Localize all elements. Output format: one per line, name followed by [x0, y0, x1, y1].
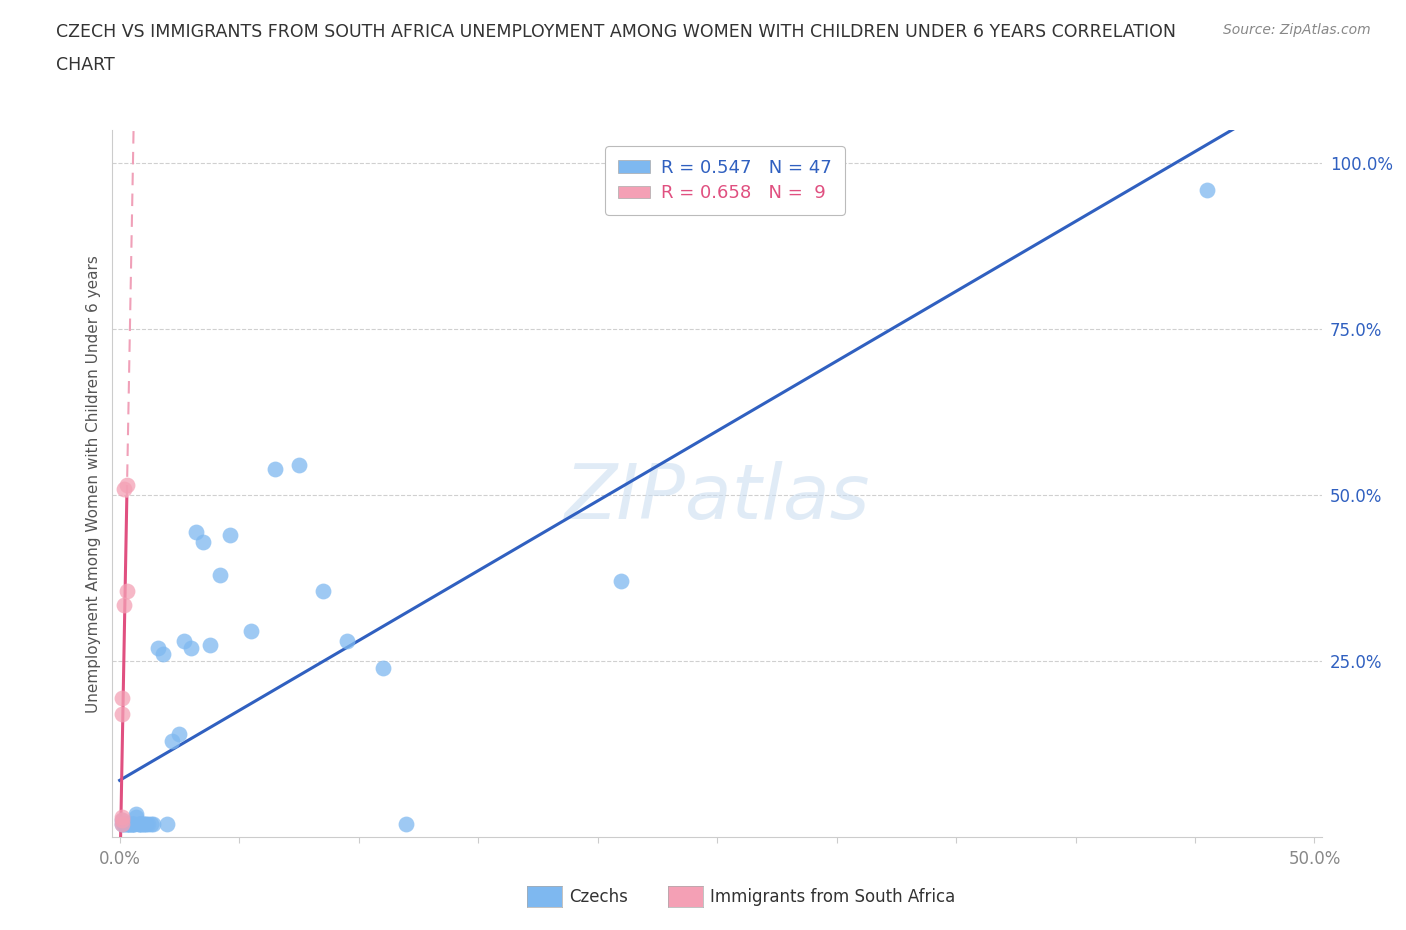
Point — [125, 810, 148, 825]
Point — [122, 817, 145, 831]
Point — [264, 461, 287, 476]
Point — [132, 817, 155, 831]
Point — [128, 817, 150, 831]
Point — [118, 817, 141, 831]
Point — [121, 817, 143, 831]
Point — [111, 810, 134, 825]
Point — [610, 574, 633, 589]
Point — [112, 481, 135, 496]
Point — [115, 584, 138, 599]
Point — [240, 624, 263, 639]
Point — [121, 817, 143, 831]
Point — [139, 817, 162, 831]
Point — [135, 817, 157, 831]
Point — [173, 633, 195, 648]
Text: ZIPatlas: ZIPatlas — [564, 460, 870, 535]
Point — [112, 817, 135, 831]
Point — [118, 817, 141, 831]
Point — [111, 817, 134, 831]
Point — [288, 458, 311, 472]
Point — [146, 641, 169, 656]
Point — [132, 817, 155, 831]
Point — [180, 641, 202, 656]
Text: Czechs: Czechs — [569, 887, 628, 906]
Point — [111, 817, 134, 831]
Point — [122, 817, 145, 831]
Point — [371, 660, 394, 675]
Point — [115, 817, 138, 831]
Text: Source: ZipAtlas.com: Source: ZipAtlas.com — [1223, 23, 1371, 37]
Point — [184, 525, 207, 539]
Point — [129, 817, 152, 831]
Y-axis label: Unemployment Among Women with Children Under 6 years: Unemployment Among Women with Children U… — [86, 255, 101, 712]
Text: Immigrants from South Africa: Immigrants from South Africa — [710, 887, 955, 906]
Point — [218, 527, 240, 542]
Point — [111, 707, 134, 722]
Point — [136, 817, 159, 831]
Point — [169, 726, 191, 741]
Point — [336, 633, 359, 648]
Point — [395, 817, 418, 831]
Point — [118, 817, 141, 831]
Point — [111, 813, 134, 828]
Point — [193, 534, 215, 549]
Point — [125, 806, 148, 821]
Point — [112, 817, 135, 831]
Point — [1195, 182, 1218, 197]
Point — [121, 817, 143, 831]
Point — [156, 817, 179, 831]
Text: CZECH VS IMMIGRANTS FROM SOUTH AFRICA UNEMPLOYMENT AMONG WOMEN WITH CHILDREN UND: CZECH VS IMMIGRANTS FROM SOUTH AFRICA UN… — [56, 23, 1177, 41]
Point — [115, 478, 138, 493]
Point — [129, 817, 152, 831]
Point — [128, 817, 150, 831]
Legend: R = 0.547   N = 47, R = 0.658   N =  9: R = 0.547 N = 47, R = 0.658 N = 9 — [605, 146, 845, 215]
Point — [208, 567, 231, 582]
Point — [111, 813, 134, 828]
Text: CHART: CHART — [56, 56, 115, 73]
Point — [160, 734, 183, 749]
Point — [152, 647, 174, 662]
Point — [111, 690, 134, 705]
Point — [200, 637, 222, 652]
Point — [115, 817, 138, 831]
Point — [112, 597, 135, 612]
Point — [312, 584, 335, 599]
Point — [142, 817, 165, 831]
